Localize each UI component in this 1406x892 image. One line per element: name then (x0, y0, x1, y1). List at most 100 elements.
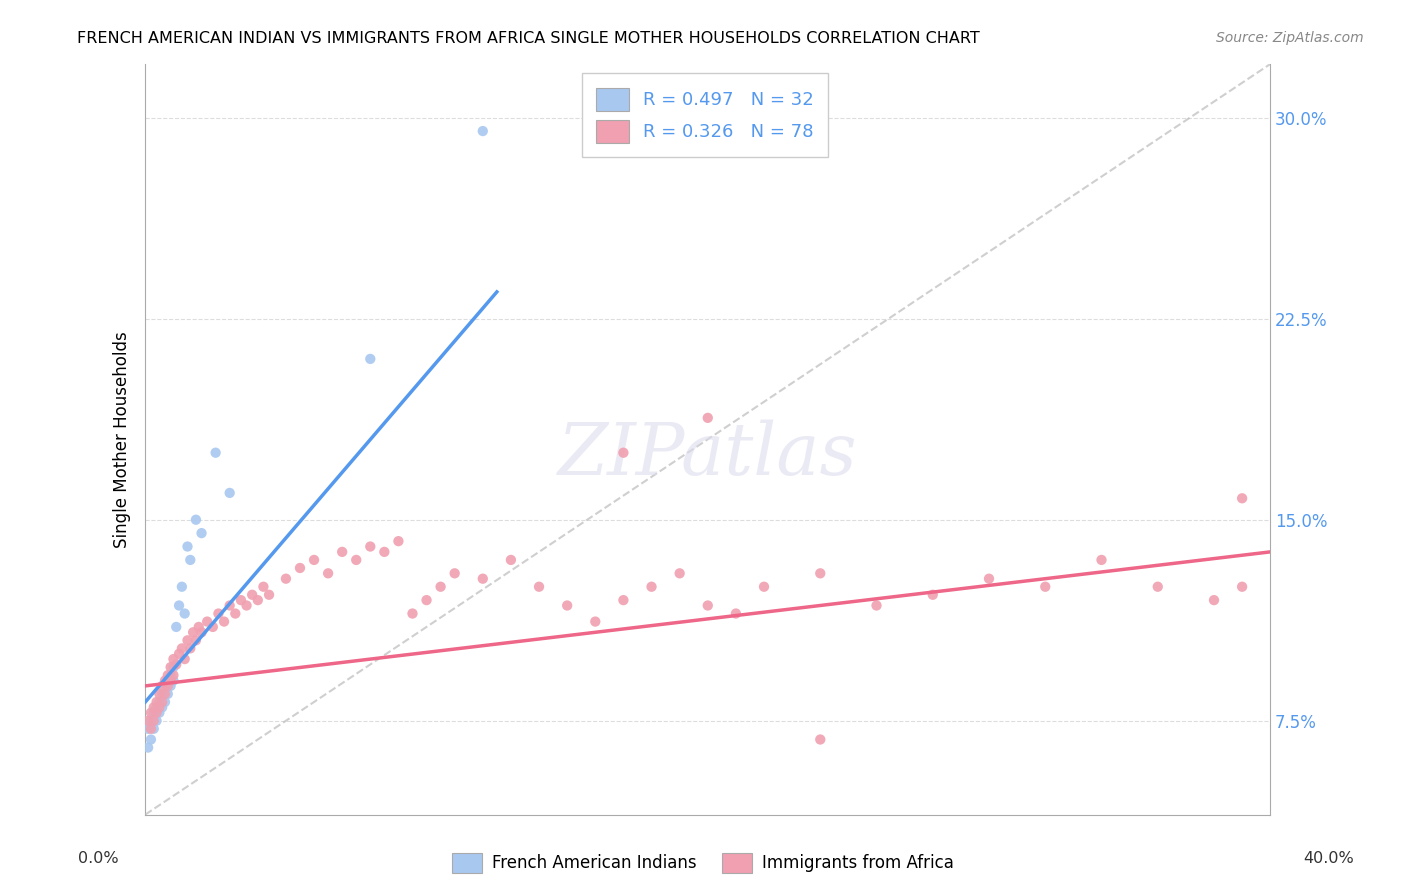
Point (170, 580, 193, 594)
Point (162, 652, 184, 666)
Point (415, 593, 437, 607)
Point (977, 572, 1000, 586)
Point (207, 607, 229, 621)
Point (443, 566, 465, 581)
Point (184, 513, 207, 527)
Point (173, 652, 195, 666)
Point (640, 580, 662, 594)
Point (184, 633, 207, 648)
Point (167, 647, 190, 661)
Point (156, 668, 179, 682)
Point (150, 679, 173, 693)
Point (359, 351, 381, 366)
Point (471, 572, 494, 586)
Point (176, 633, 198, 648)
Point (136, 722, 159, 736)
Point (499, 553, 522, 567)
Point (373, 545, 395, 559)
Point (724, 607, 747, 621)
Point (204, 446, 226, 460)
Point (235, 599, 257, 613)
Point (156, 673, 179, 688)
Text: 0.0%: 0.0% (79, 851, 118, 865)
Point (176, 540, 198, 554)
Point (344, 553, 367, 567)
Point (527, 580, 550, 594)
Point (150, 687, 173, 701)
Point (921, 588, 943, 602)
Text: 40.0%: 40.0% (1303, 851, 1354, 865)
Point (1146, 580, 1168, 594)
Point (165, 657, 187, 672)
Point (252, 580, 274, 594)
Point (387, 534, 409, 549)
Point (218, 599, 240, 613)
Point (218, 486, 240, 500)
Point (1202, 593, 1225, 607)
Point (139, 732, 162, 747)
Point (162, 668, 184, 682)
Point (148, 695, 170, 709)
Point (1033, 580, 1056, 594)
Point (145, 695, 167, 709)
Point (142, 700, 165, 714)
Point (145, 700, 167, 714)
Point (1230, 491, 1253, 506)
Point (429, 580, 451, 594)
Point (316, 566, 339, 581)
Point (145, 706, 167, 720)
Point (179, 553, 201, 567)
Point (212, 615, 235, 629)
Point (201, 620, 224, 634)
Point (1090, 553, 1112, 567)
Point (612, 593, 634, 607)
Point (330, 545, 353, 559)
Y-axis label: Single Mother Households: Single Mother Households (114, 331, 131, 548)
Point (179, 641, 201, 656)
Point (153, 687, 176, 701)
Point (153, 695, 176, 709)
Point (583, 615, 606, 629)
Point (159, 673, 181, 688)
Point (808, 732, 831, 747)
Point (148, 706, 170, 720)
Point (274, 572, 297, 586)
Point (668, 566, 690, 581)
Text: Source: ZipAtlas.com: Source: ZipAtlas.com (1216, 31, 1364, 45)
Point (359, 540, 381, 554)
Point (156, 687, 179, 701)
Point (142, 722, 165, 736)
Point (150, 695, 173, 709)
Point (148, 687, 170, 701)
Point (165, 620, 187, 634)
Point (159, 679, 181, 693)
Point (167, 599, 190, 613)
Point (139, 722, 162, 736)
Point (153, 679, 176, 693)
Point (136, 714, 159, 728)
Point (190, 526, 212, 541)
Legend: R = 0.497   N = 32, R = 0.326   N = 78: R = 0.497 N = 32, R = 0.326 N = 78 (582, 73, 828, 157)
Point (288, 561, 311, 575)
Point (136, 740, 159, 755)
Point (170, 641, 193, 656)
Point (153, 673, 176, 688)
Point (145, 714, 167, 728)
Point (150, 700, 173, 714)
Point (159, 660, 181, 674)
Point (142, 714, 165, 728)
Point (190, 625, 212, 640)
Point (224, 607, 246, 621)
Point (142, 706, 165, 720)
Point (162, 673, 184, 688)
Point (555, 599, 578, 613)
Text: ZIPatlas: ZIPatlas (558, 419, 858, 490)
Point (148, 700, 170, 714)
Text: FRENCH AMERICAN INDIAN VS IMMIGRANTS FROM AFRICA SINGLE MOTHER HOUSEHOLDS CORREL: FRENCH AMERICAN INDIAN VS IMMIGRANTS FRO… (77, 31, 980, 46)
Point (752, 580, 775, 594)
Point (181, 625, 204, 640)
Point (187, 620, 209, 634)
Point (162, 660, 184, 674)
Point (257, 588, 280, 602)
Point (229, 593, 252, 607)
